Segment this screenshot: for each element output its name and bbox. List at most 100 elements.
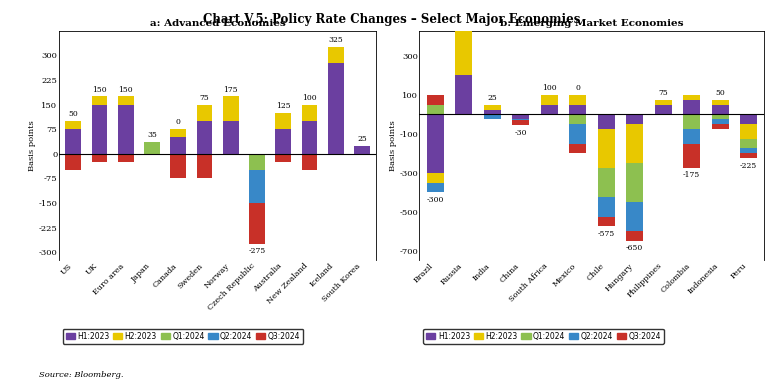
Bar — [712, 119, 729, 124]
Bar — [197, 121, 212, 154]
Bar — [512, 115, 529, 119]
Bar — [65, 129, 81, 154]
Text: 175: 175 — [223, 85, 238, 93]
Text: 75: 75 — [200, 94, 209, 102]
Bar — [455, 75, 472, 115]
Bar — [712, 124, 729, 129]
Title: b: Emerging Market Economies: b: Emerging Market Economies — [500, 20, 684, 28]
Bar — [426, 173, 444, 183]
Bar — [302, 121, 318, 154]
Bar — [740, 115, 757, 124]
Bar — [683, 129, 700, 144]
Bar — [626, 231, 643, 241]
Text: 25: 25 — [357, 135, 367, 143]
Text: -575: -575 — [597, 230, 615, 238]
Text: 150: 150 — [118, 85, 133, 93]
Bar — [597, 197, 615, 217]
Bar — [683, 115, 700, 129]
Text: 0: 0 — [176, 118, 180, 126]
Text: 325: 325 — [328, 36, 343, 44]
Text: 100: 100 — [302, 94, 317, 102]
Bar — [626, 163, 643, 202]
Y-axis label: Basis points: Basis points — [389, 120, 397, 171]
Text: -175: -175 — [683, 171, 700, 179]
Text: 0: 0 — [575, 84, 580, 92]
Bar — [740, 124, 757, 139]
Bar — [170, 154, 186, 178]
Text: 150: 150 — [93, 85, 107, 93]
Bar — [655, 105, 672, 115]
Text: 125: 125 — [276, 102, 291, 110]
Bar — [92, 154, 107, 162]
Bar — [597, 168, 615, 197]
Bar — [118, 105, 133, 154]
Bar — [484, 105, 501, 110]
Bar — [223, 96, 238, 121]
Bar — [455, 0, 472, 75]
Bar — [302, 154, 318, 170]
Bar — [144, 142, 160, 154]
Bar — [626, 124, 643, 163]
Bar — [275, 129, 291, 154]
Bar — [328, 64, 343, 154]
Bar — [712, 100, 729, 105]
Text: -650: -650 — [626, 244, 644, 252]
Bar — [118, 96, 133, 105]
Bar — [597, 115, 615, 129]
Bar — [249, 170, 265, 203]
Bar — [92, 96, 107, 105]
Text: Source: Bloomberg.: Source: Bloomberg. — [39, 371, 124, 379]
Text: -275: -275 — [249, 247, 266, 255]
Bar — [92, 105, 107, 154]
Bar — [569, 115, 586, 124]
Text: -225: -225 — [740, 162, 757, 170]
Bar — [170, 129, 186, 137]
Bar — [197, 105, 212, 121]
Text: 50: 50 — [715, 89, 725, 97]
Bar — [569, 105, 586, 115]
Text: Chart V.5: Policy Rate Changes – Select Major Economies: Chart V.5: Policy Rate Changes – Select … — [203, 13, 581, 26]
Bar — [541, 105, 557, 115]
Bar — [683, 95, 700, 100]
Bar — [275, 113, 291, 129]
Bar — [275, 154, 291, 162]
Bar — [170, 137, 186, 154]
Bar — [569, 144, 586, 153]
Bar — [541, 95, 557, 105]
Bar — [118, 154, 133, 162]
Bar — [426, 115, 444, 173]
Bar — [484, 110, 501, 115]
Bar — [249, 154, 265, 170]
Bar — [197, 154, 212, 178]
Bar — [223, 121, 238, 154]
Bar — [626, 115, 643, 124]
Legend: H1:2023, H2:2023, Q1:2024, Q2:2024, Q3:2024: H1:2023, H2:2023, Q1:2024, Q2:2024, Q3:2… — [63, 329, 303, 344]
Text: 25: 25 — [488, 94, 497, 102]
Bar — [569, 124, 586, 144]
Bar — [597, 129, 615, 168]
Bar — [569, 95, 586, 105]
Text: 50: 50 — [68, 110, 78, 118]
Bar — [740, 139, 757, 149]
Bar — [65, 154, 81, 170]
Bar — [626, 202, 643, 231]
Text: -30: -30 — [514, 129, 527, 136]
Bar — [512, 120, 529, 125]
Bar — [740, 153, 757, 158]
Bar — [249, 203, 265, 244]
Bar — [426, 95, 444, 105]
Bar — [712, 115, 729, 119]
Bar — [426, 105, 444, 115]
Bar — [302, 105, 318, 121]
Text: 75: 75 — [659, 89, 668, 97]
Bar — [712, 105, 729, 115]
Text: -300: -300 — [426, 196, 444, 204]
Bar — [512, 119, 529, 120]
Title: a: Advanced Economies: a: Advanced Economies — [150, 20, 285, 28]
Bar — [484, 115, 501, 119]
Legend: H1:2023, H2:2023, Q1:2024, Q2:2024, Q3:2024: H1:2023, H2:2023, Q1:2024, Q2:2024, Q3:2… — [423, 329, 664, 344]
Bar — [354, 146, 370, 154]
Y-axis label: Basis points: Basis points — [27, 120, 36, 171]
Bar — [65, 121, 81, 129]
Bar — [328, 47, 343, 64]
